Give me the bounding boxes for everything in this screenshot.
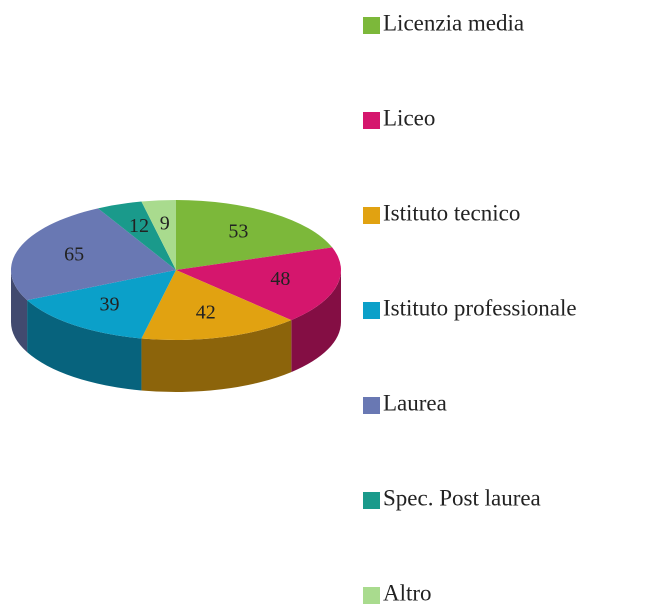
slice-side [11, 270, 28, 353]
legend-label: Laurea [383, 390, 447, 415]
data-label: 42 [196, 301, 216, 323]
legend-label: Spec. Post laurea [383, 485, 541, 510]
legend-swatch [363, 492, 380, 509]
slice [176, 200, 333, 270]
slice [98, 201, 176, 270]
slice [27, 270, 176, 339]
slice-side [27, 300, 142, 391]
slice [141, 200, 176, 270]
legend-swatch [363, 397, 380, 414]
legend-label: Istituto tecnico [383, 200, 520, 225]
slice-side [291, 270, 341, 373]
slice [10, 208, 176, 301]
slice [141, 270, 292, 340]
legend-swatch [363, 302, 380, 319]
legend-label: Liceo [383, 105, 435, 130]
legend-label: Licenzia media [383, 10, 524, 35]
data-label: 9 [160, 212, 170, 234]
data-label: 39 [100, 293, 120, 315]
legend-swatch [363, 112, 380, 129]
legend-swatch [363, 207, 380, 224]
slice [176, 247, 341, 321]
data-label: 65 [64, 243, 84, 265]
slice-side [141, 320, 292, 393]
legend-label: Istituto professionale [383, 295, 577, 320]
legend-label: Altro [383, 580, 432, 605]
data-label: 48 [270, 268, 290, 290]
legend-swatch [363, 587, 380, 604]
data-label: 53 [228, 221, 248, 243]
legend-swatch [363, 17, 380, 34]
data-label: 12 [129, 215, 149, 237]
